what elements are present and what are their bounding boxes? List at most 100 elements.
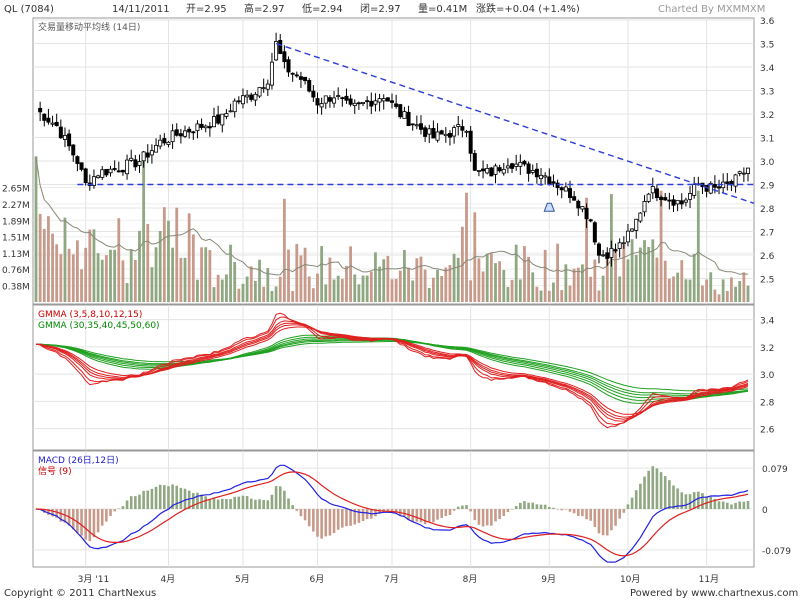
candle-body — [547, 176, 552, 185]
month-tick-label: 7月 — [384, 574, 399, 585]
candle-body — [642, 201, 647, 213]
volume-bar — [241, 283, 245, 302]
volume-bar — [378, 266, 381, 302]
volume-bar — [154, 247, 158, 302]
volume-bar — [179, 257, 183, 302]
candle-body — [195, 123, 200, 132]
volume-bar — [659, 190, 663, 302]
gmma-short-line — [35, 326, 749, 415]
candle-body — [543, 175, 548, 178]
signal-line — [35, 471, 749, 557]
volume-bar — [328, 257, 332, 302]
volume-bar — [158, 230, 162, 302]
candle-body — [572, 196, 577, 201]
macd-histogram-bar — [444, 509, 448, 517]
volume-bar — [721, 279, 725, 302]
macd-histogram-bar — [229, 499, 232, 509]
downtrend-line — [275, 42, 755, 204]
macd-histogram-bar — [278, 486, 282, 509]
macd-histogram-bar — [233, 496, 236, 509]
macd-tick-label: -0.079 — [762, 547, 791, 557]
macd-histogram-bar — [96, 509, 100, 533]
candle-body — [174, 129, 179, 136]
volume-bar — [734, 286, 737, 302]
volume-bar — [109, 249, 112, 302]
candle-body — [265, 83, 270, 90]
volume-bar — [92, 229, 96, 302]
header-open: 开=2.95 — [186, 4, 227, 15]
volume-bar — [55, 244, 59, 302]
candle-body — [733, 174, 738, 187]
candle-body — [149, 150, 154, 156]
candle-body — [530, 170, 535, 173]
candle-body — [737, 171, 742, 174]
candle-body — [228, 110, 233, 113]
volume-bar — [663, 260, 667, 302]
volume-bar — [63, 217, 67, 302]
macd-histogram-bar — [639, 483, 642, 509]
macd-histogram-bar — [626, 504, 630, 509]
macd-histogram-bar — [316, 509, 319, 537]
candle-body — [601, 254, 606, 257]
candle-body — [692, 184, 697, 196]
macd-histogram-bar — [676, 488, 679, 509]
volume-bar — [225, 274, 228, 302]
candle-body — [501, 168, 506, 174]
candle-body — [294, 74, 299, 77]
macd-histogram-bar — [432, 509, 435, 523]
macd-histogram-bar — [506, 509, 510, 513]
candle-body — [253, 93, 258, 101]
macd-histogram-bar — [105, 509, 108, 522]
volume-bar — [245, 276, 249, 302]
volume-bar — [436, 269, 439, 302]
candle-body — [356, 102, 361, 105]
candle-body — [431, 128, 436, 139]
candle-body — [137, 161, 142, 166]
volume-bar — [427, 288, 431, 302]
candle-body — [625, 230, 630, 243]
macd-histogram-bar — [134, 496, 137, 509]
macd-histogram-bar — [403, 509, 406, 516]
macd-histogram-bar — [568, 509, 572, 512]
candle-body — [282, 51, 287, 63]
macd-histogram-bar — [519, 502, 522, 509]
candle-body — [104, 168, 109, 176]
candle-body — [563, 186, 568, 192]
gmma-tick-label: 2.6 — [760, 426, 775, 436]
volume-bar — [518, 279, 522, 302]
macd-histogram-bar — [581, 509, 584, 517]
candle-body — [236, 100, 241, 103]
volume-bar — [547, 290, 551, 302]
macd-histogram-bar — [254, 499, 257, 509]
macd-histogram-bar — [539, 504, 543, 509]
candle-body — [100, 169, 105, 178]
volume-bar — [667, 278, 671, 302]
macd-histogram-bar — [543, 504, 547, 509]
macd-histogram-bar — [158, 484, 162, 509]
macd-histogram-bar — [469, 509, 472, 512]
macd-histogram-bar — [593, 509, 597, 527]
volume-bar — [738, 281, 742, 302]
candle-body — [485, 168, 490, 174]
volume-bars — [34, 154, 750, 302]
macd-histogram-bar — [746, 500, 750, 509]
candle-body — [315, 98, 320, 106]
macd-histogram-bar — [88, 509, 92, 542]
macd-histogram-bar — [576, 509, 580, 516]
volume-tick-label: 2.65M — [2, 184, 30, 194]
candle-body — [290, 72, 295, 75]
volume-bar — [626, 259, 630, 302]
volume-bar — [494, 263, 497, 302]
candle-body — [476, 170, 481, 172]
volume-bar — [75, 240, 79, 302]
volume-bar — [585, 197, 588, 302]
candle-body — [584, 207, 589, 220]
macd-histogram-bar — [225, 498, 228, 509]
candle-body — [336, 95, 341, 97]
candle-body — [245, 94, 250, 98]
candle-body — [447, 133, 452, 138]
volume-bar — [742, 272, 746, 302]
candle-body — [592, 222, 597, 243]
macd-histogram-bar — [303, 509, 307, 521]
macd-histogram-bar — [552, 507, 555, 509]
